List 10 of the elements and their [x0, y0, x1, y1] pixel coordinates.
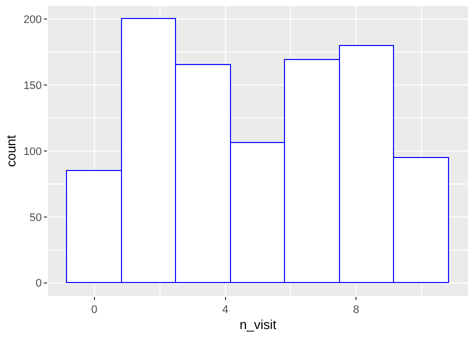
y-tick-label: 0	[36, 278, 42, 290]
y-axis-title: count	[3, 134, 18, 167]
y-tick-label: 50	[30, 212, 42, 224]
y-tick-label: 200	[23, 14, 42, 26]
y-tick-label: 100	[23, 146, 42, 158]
x-tick-label: 0	[91, 304, 98, 316]
x-tick-label: 4	[222, 304, 228, 316]
x-axis-title: n_visit	[240, 316, 277, 332]
y-tick-label: 150	[23, 80, 42, 92]
x-tick-label: 8	[353, 304, 360, 316]
